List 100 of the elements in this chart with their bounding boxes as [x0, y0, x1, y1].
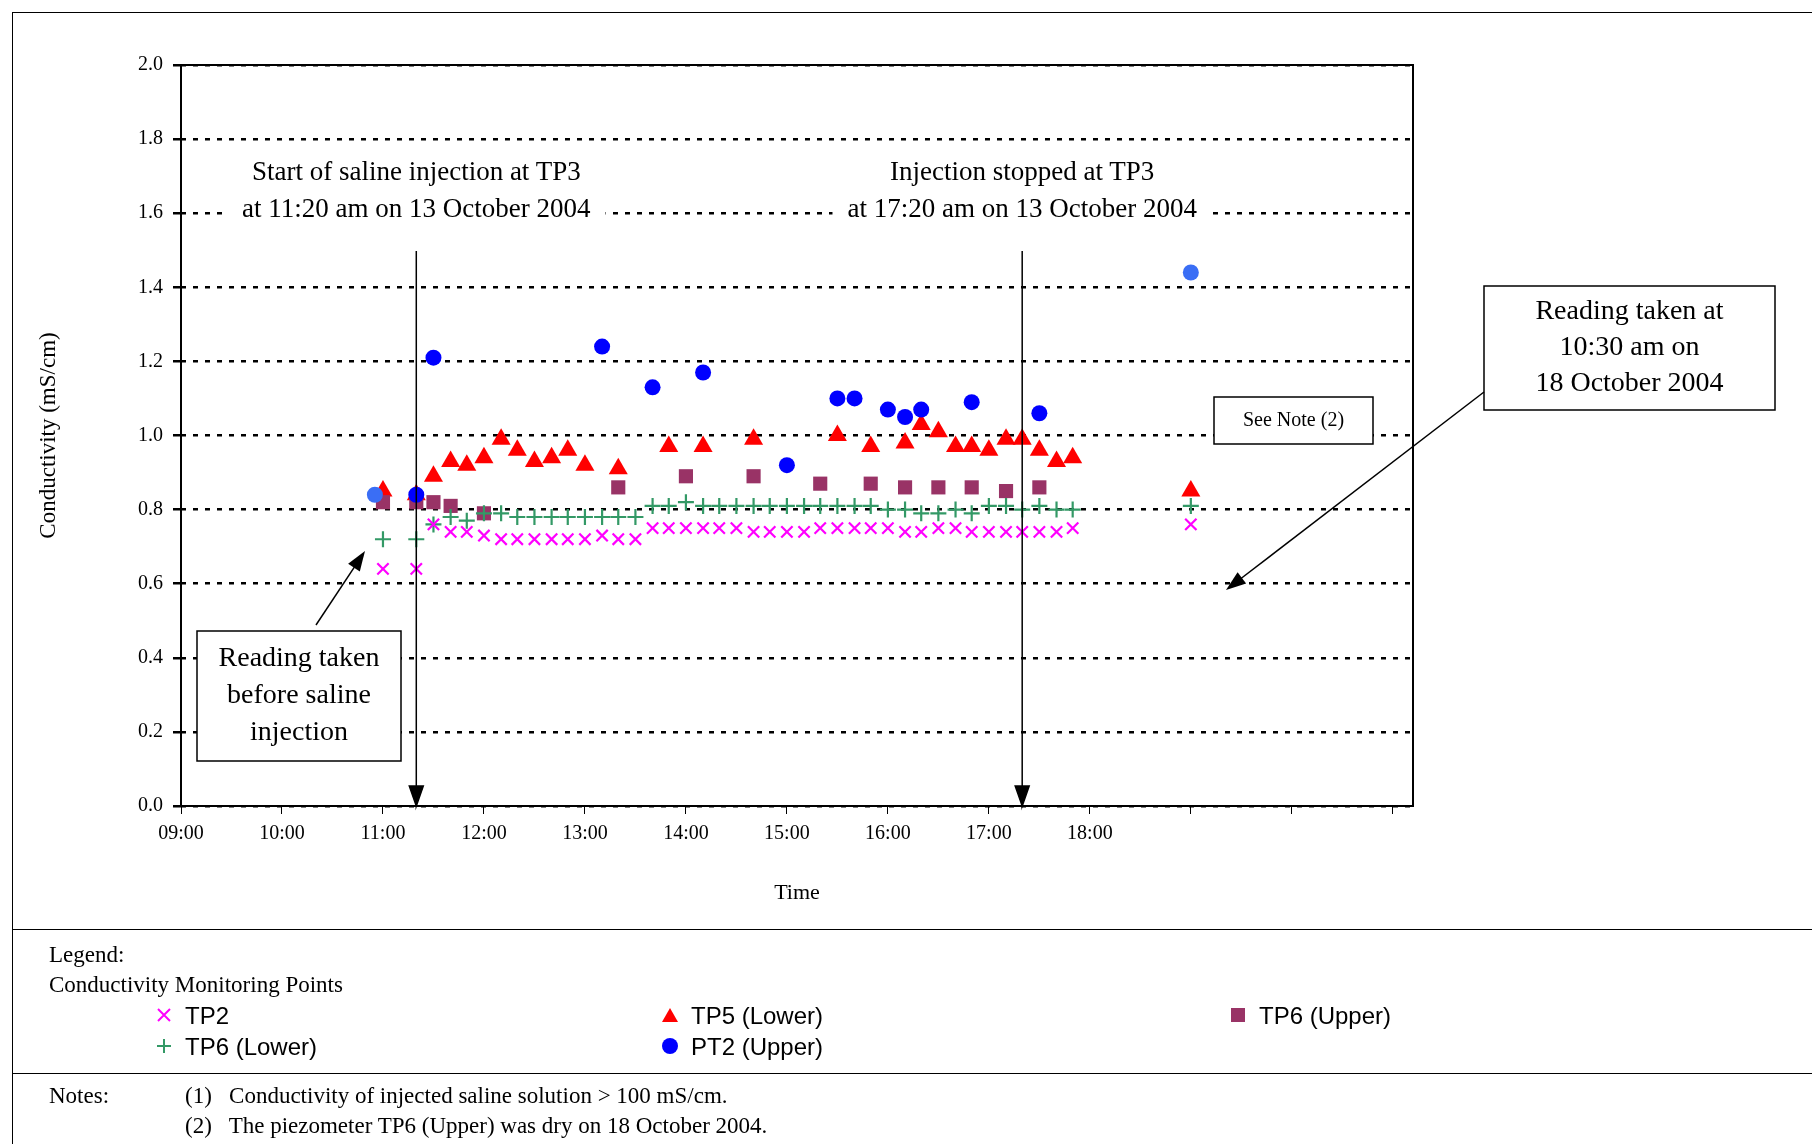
point	[897, 480, 913, 495]
point	[611, 532, 626, 546]
point	[609, 507, 628, 527]
point	[561, 532, 575, 546]
legend-label: PT2 (Upper)	[691, 1033, 824, 1061]
x-tick-label: 09:00	[158, 821, 204, 844]
point	[1032, 480, 1047, 495]
point	[998, 484, 1014, 499]
point	[693, 496, 713, 515]
point	[982, 525, 996, 539]
point	[426, 495, 441, 510]
y-tick-label: 0.2	[138, 719, 163, 742]
point	[407, 530, 426, 549]
point	[829, 390, 846, 407]
point	[762, 525, 777, 539]
point	[373, 530, 393, 549]
point	[626, 507, 645, 527]
point	[727, 496, 746, 515]
y-tick-label: 1.8	[138, 126, 163, 149]
point	[879, 401, 896, 418]
point	[863, 476, 878, 491]
point	[645, 521, 660, 535]
point	[1181, 496, 1200, 515]
point	[746, 469, 761, 484]
point	[847, 521, 862, 535]
point	[931, 480, 946, 495]
point	[778, 457, 795, 474]
point	[676, 493, 696, 512]
point	[898, 525, 912, 539]
y-axis-title: Conductivity (mS/cm)	[34, 332, 60, 539]
point	[661, 521, 676, 535]
point	[797, 525, 811, 539]
point	[578, 532, 592, 546]
x-tick-label: 13:00	[562, 821, 608, 844]
point	[964, 480, 979, 495]
point	[794, 496, 814, 515]
point	[996, 496, 1016, 515]
point	[544, 532, 559, 546]
y-tick-label: 1.4	[138, 274, 163, 297]
point	[1047, 500, 1066, 519]
x-tick-label: 12:00	[461, 821, 507, 844]
y-tick-label: 0.6	[138, 570, 163, 593]
point	[878, 500, 897, 519]
x-tick-label: 10:00	[259, 821, 305, 844]
point	[441, 507, 460, 527]
x-tick-label: 16:00	[865, 821, 911, 844]
point	[542, 507, 561, 527]
text: Reading taken at 10:30 am on 18 October 2004	[1535, 294, 1724, 398]
point	[946, 500, 965, 519]
legend-title: Legend: Conductivity Monitoring Points	[49, 941, 343, 999]
point	[1063, 500, 1082, 519]
point	[1015, 525, 1029, 539]
y-tick-label: 1.2	[138, 348, 163, 371]
point	[594, 338, 611, 355]
point	[897, 408, 914, 425]
annotation: Reading taken before saline injection	[218, 641, 380, 747]
point	[1184, 517, 1198, 532]
point	[508, 507, 527, 527]
text: Notes:	[49, 1083, 110, 1109]
point	[593, 507, 612, 527]
point	[643, 496, 662, 515]
point	[929, 504, 948, 523]
x-tick-label: 18:00	[1067, 821, 1113, 844]
point	[964, 525, 979, 539]
point	[811, 496, 830, 515]
text: (2) The piezometer TP6 (Upper) was dry on 18 October 2004.	[185, 1113, 768, 1139]
point	[1032, 525, 1047, 539]
y-tick-label: 1.6	[138, 200, 163, 223]
legend-label: TP6 (Upper)	[1259, 1002, 1392, 1030]
y-tick-label: 0.4	[138, 645, 163, 668]
point	[710, 496, 729, 515]
point	[999, 525, 1013, 539]
point	[828, 496, 847, 515]
ref-line-label: Start of saline injection at TP3 at 11:20 am on 13 October 2004	[242, 156, 591, 224]
legend-label: TP2	[185, 1002, 230, 1030]
point	[492, 504, 511, 523]
point	[746, 525, 761, 539]
x-axis-title: Time	[774, 878, 820, 904]
x-tick-label: 11:00	[360, 821, 406, 844]
point	[611, 480, 626, 495]
ref-line-label: Injection stopped at TP3 at 17:20 am on 13 October 2004	[847, 156, 1198, 224]
point	[729, 521, 744, 535]
point	[443, 498, 458, 513]
point	[457, 511, 476, 530]
point	[1065, 521, 1080, 535]
point	[830, 521, 845, 535]
point	[914, 525, 928, 539]
x-tick-label: 17:00	[966, 821, 1012, 844]
point	[813, 476, 828, 491]
y-tick-label: 2.0	[138, 52, 163, 75]
point	[963, 394, 980, 411]
point	[494, 532, 508, 546]
point	[460, 525, 474, 539]
point	[527, 532, 542, 546]
point	[366, 486, 383, 503]
point	[695, 364, 712, 381]
y-tick-label: 0.0	[138, 793, 163, 816]
point	[525, 507, 544, 527]
point	[913, 401, 930, 418]
y-tick-label: 0.8	[138, 496, 163, 519]
